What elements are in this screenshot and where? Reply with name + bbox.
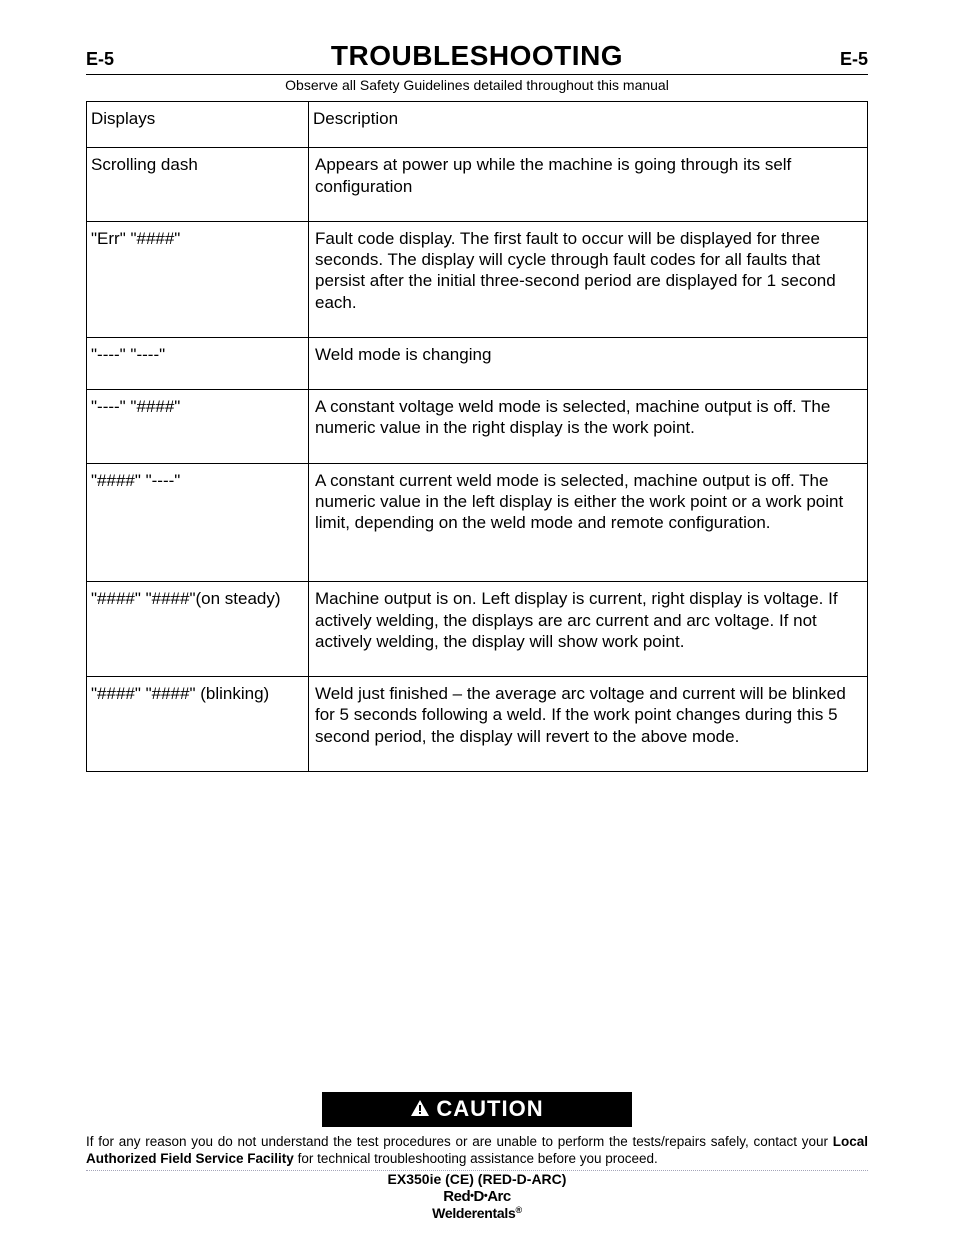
header-left: E-5: [86, 49, 114, 70]
cell-displays: "####" "####"(on steady): [87, 582, 309, 677]
col-header-displays: Displays: [87, 102, 309, 148]
header-rule: [86, 74, 868, 75]
caution-text-post: for technical troubleshooting assistance…: [294, 1151, 658, 1166]
table-row: Scrolling dash Appears at power up while…: [87, 148, 868, 222]
footer-brand-2: Welderentals®: [0, 1205, 954, 1221]
brand-part: D: [473, 1188, 483, 1205]
table-row: "----" "----" Weld mode is changing: [87, 337, 868, 389]
table-row: "####" "----" A constant current weld mo…: [87, 463, 868, 582]
page-footer: EX350ie (CE) (RED-D-ARC) Red•D•Arc Welde…: [0, 1171, 954, 1221]
footer-model: EX350ie (CE) (RED-D-ARC): [0, 1171, 954, 1187]
trademark-icon: ®: [515, 1205, 521, 1215]
cell-displays: "####" "####" (blinking): [87, 677, 309, 772]
cell-displays: Scrolling dash: [87, 148, 309, 222]
cell-description: A constant current weld mode is selected…: [309, 463, 868, 582]
cell-displays: "----" "####": [87, 390, 309, 464]
cell-description: Fault code display. The first fault to o…: [309, 221, 868, 337]
warning-icon: [410, 1099, 430, 1117]
cell-description: Weld mode is changing: [309, 337, 868, 389]
cell-description: Machine output is on. Left display is cu…: [309, 582, 868, 677]
caution-section: CAUTION If for any reason you do not und…: [86, 1092, 868, 1175]
page-header: E-5 TROUBLESHOOTING E-5: [86, 40, 868, 72]
header-title: TROUBLESHOOTING: [331, 40, 623, 72]
table-row: "####" "####" (blinking) Weld just finis…: [87, 677, 868, 772]
cell-displays: "----" "----": [87, 337, 309, 389]
cell-displays: "####" "----": [87, 463, 309, 582]
cell-description: Weld just finished – the average arc vol…: [309, 677, 868, 772]
troubleshooting-table: Displays Description Scrolling dash Appe…: [86, 101, 868, 772]
brand-part: Red: [443, 1188, 470, 1205]
subtitle: Observe all Safety Guidelines detailed t…: [86, 77, 868, 93]
caution-text-pre: If for any reason you do not understand …: [86, 1134, 833, 1149]
caution-label: CAUTION: [322, 1092, 632, 1127]
table-row: "####" "####"(on steady) Machine output …: [87, 582, 868, 677]
table-header-row: Displays Description: [87, 102, 868, 148]
cell-description: A constant voltage weld mode is selected…: [309, 390, 868, 464]
caution-label-text: CAUTION: [436, 1096, 543, 1121]
caution-text: If for any reason you do not understand …: [86, 1133, 868, 1168]
col-header-description: Description: [309, 102, 868, 148]
cell-description: Appears at power up while the machine is…: [309, 148, 868, 222]
table-row: "Err" "####" Fault code display. The fir…: [87, 221, 868, 337]
table-row: "----" "####" A constant voltage weld mo…: [87, 390, 868, 464]
footer-brand-1: Red•D•Arc: [0, 1188, 954, 1205]
cell-displays: "Err" "####": [87, 221, 309, 337]
header-right: E-5: [840, 49, 868, 70]
brand-text: Welderentals: [432, 1205, 515, 1221]
brand-part: Arc: [487, 1188, 511, 1205]
